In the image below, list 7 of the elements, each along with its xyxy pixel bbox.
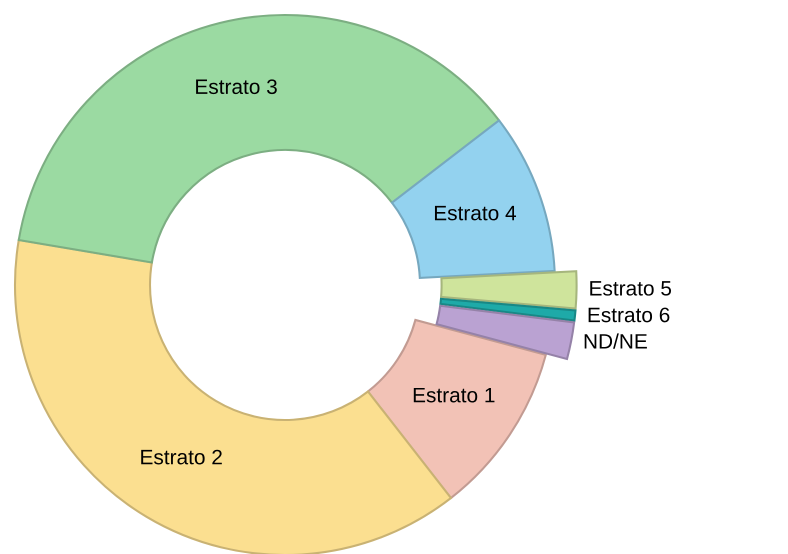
slice-label: ND/NE xyxy=(584,333,647,349)
slice-label: Estrato 1 xyxy=(414,388,494,402)
slice-label: Estrato 4 xyxy=(434,206,516,220)
slice-label: Estrato 2 xyxy=(141,450,222,464)
slice-label: Estrato 6 xyxy=(588,308,670,322)
slice-label: Estrato 5 xyxy=(590,281,672,296)
slice-label: Estrato 3 xyxy=(196,79,277,94)
